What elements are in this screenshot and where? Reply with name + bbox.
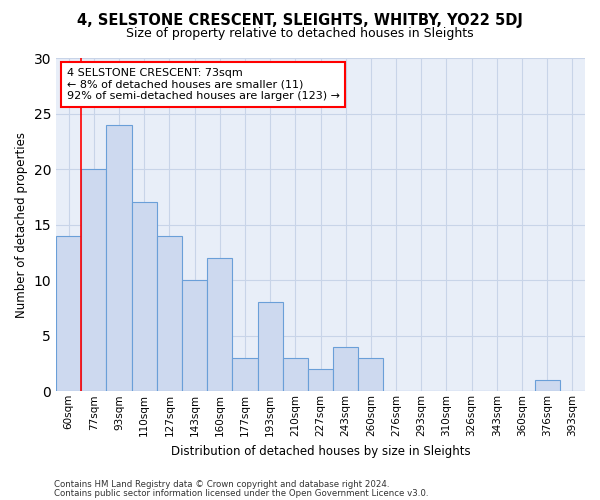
Bar bbox=[232, 358, 257, 392]
Bar bbox=[308, 369, 333, 392]
Bar bbox=[535, 380, 560, 392]
Bar bbox=[56, 236, 81, 392]
X-axis label: Distribution of detached houses by size in Sleights: Distribution of detached houses by size … bbox=[171, 444, 470, 458]
Text: Contains public sector information licensed under the Open Government Licence v3: Contains public sector information licen… bbox=[54, 488, 428, 498]
Bar bbox=[182, 280, 207, 392]
Text: Size of property relative to detached houses in Sleights: Size of property relative to detached ho… bbox=[126, 28, 474, 40]
Bar bbox=[333, 347, 358, 392]
Bar bbox=[81, 169, 106, 392]
Bar bbox=[157, 236, 182, 392]
Bar bbox=[106, 124, 131, 392]
Bar bbox=[358, 358, 383, 392]
Bar bbox=[283, 358, 308, 392]
Bar bbox=[257, 302, 283, 392]
Text: Contains HM Land Registry data © Crown copyright and database right 2024.: Contains HM Land Registry data © Crown c… bbox=[54, 480, 389, 489]
Y-axis label: Number of detached properties: Number of detached properties bbox=[15, 132, 28, 318]
Text: 4 SELSTONE CRESCENT: 73sqm
← 8% of detached houses are smaller (11)
92% of semi-: 4 SELSTONE CRESCENT: 73sqm ← 8% of detac… bbox=[67, 68, 340, 101]
Bar bbox=[131, 202, 157, 392]
Text: 4, SELSTONE CRESCENT, SLEIGHTS, WHITBY, YO22 5DJ: 4, SELSTONE CRESCENT, SLEIGHTS, WHITBY, … bbox=[77, 12, 523, 28]
Bar bbox=[207, 258, 232, 392]
